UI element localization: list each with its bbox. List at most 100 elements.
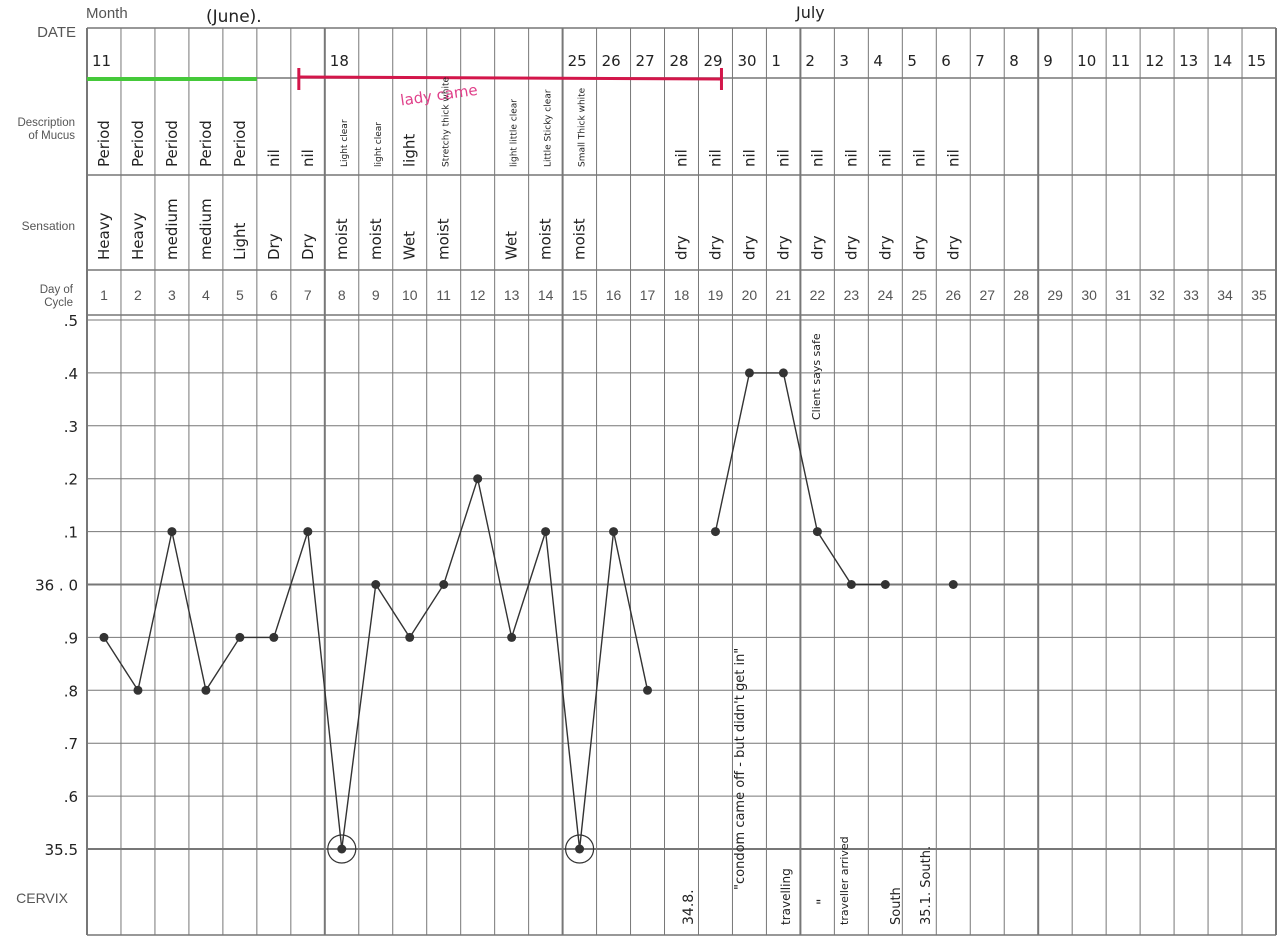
mucus-cell: nil	[265, 149, 283, 167]
cycle-day-cell: 22	[810, 287, 826, 303]
temperature-tick-label: .4	[64, 365, 78, 383]
mucus-cell: Small Thick white	[578, 87, 588, 167]
description-label-2: of Mucus	[28, 130, 75, 142]
mucus-cell: Period	[129, 120, 147, 167]
cycle-day-cell: 4	[202, 287, 210, 303]
cycle-day-cell: 15	[572, 287, 588, 303]
cycle-day-cell: 31	[1115, 287, 1131, 303]
sensation-cell: moist	[537, 218, 555, 260]
temperature-point	[507, 632, 517, 642]
row-labels: Month DATE Description of Mucus Sensatio…	[16, 5, 128, 906]
sensation-cell: Wet	[503, 231, 521, 260]
sensation-cell: dry	[944, 235, 962, 260]
sensation-label: Sensation	[22, 219, 75, 233]
temperature-point	[710, 527, 720, 537]
mucus-cell: Little Sticky clear	[544, 89, 554, 167]
sensation-cell: dry	[740, 235, 758, 260]
travelling-note: travelling	[779, 868, 793, 925]
cycle-day-cell: 32	[1149, 287, 1165, 303]
mucus-cell: nil	[808, 149, 826, 167]
day-of-cycle-label-1: Day of	[40, 284, 74, 296]
temperature-tick-label: 36 . 0	[35, 577, 78, 595]
cervix-note: 34.8.	[681, 889, 697, 925]
cycle-day-cell: 26	[945, 287, 961, 303]
date-cell: 10	[1077, 52, 1096, 70]
cycle-day-cell: 10	[402, 287, 418, 303]
temperature-point	[812, 527, 822, 537]
sensation-cell: Dry	[299, 233, 317, 260]
temperature-tick-label: .6	[64, 788, 78, 806]
date-cell: 30	[737, 52, 756, 70]
cycle-day-cell: 25	[912, 287, 928, 303]
sensation-cell: medium	[163, 198, 181, 260]
temperature-tick-label: 35.5	[45, 841, 78, 859]
cycle-day-cell: 17	[640, 287, 656, 303]
date-label: DATE	[37, 24, 76, 41]
cycle-day-cell: 3	[168, 287, 176, 303]
mucus-cell: nil	[842, 149, 860, 167]
mucus-cell: light little clear	[510, 99, 520, 167]
temperature-tick-label: .7	[64, 735, 78, 753]
date-cell: 5	[907, 52, 917, 70]
sensation-cell: dry	[842, 235, 860, 260]
temperature-point	[167, 527, 177, 537]
date-cell: 9	[1043, 52, 1053, 70]
mucus-cell: light clear	[374, 122, 384, 167]
cycle-day-cell: 29	[1047, 287, 1063, 303]
bleed-note: lady came	[399, 81, 479, 110]
temperature-point	[405, 632, 415, 642]
cycle-day-cell: 13	[504, 287, 520, 303]
mucus-cell: nil	[774, 149, 792, 167]
chart-grid	[86, 27, 1277, 936]
cycle-day-cell: 34	[1217, 287, 1233, 303]
sensation-cell: moist	[367, 218, 385, 260]
temperature-point	[778, 368, 788, 378]
cervix-row: 34.8. " traveller arrived South 35.1. So…	[681, 836, 934, 925]
day-of-cycle-row: 1 2 3 4 5 6 7 8 9 10 11 12 13 14 15 16 17 18 19 20 21 22 23 24 2…	[100, 287, 1267, 303]
date-cell: 3	[839, 52, 849, 70]
temperature-line	[714, 372, 886, 586]
sensation-cell: Wet	[401, 231, 419, 260]
temperature-point	[609, 527, 619, 537]
cycle-day-cell: 12	[470, 287, 486, 303]
temperature-point	[473, 474, 483, 484]
temperature-point	[643, 685, 653, 695]
cycle-day-cell: 19	[708, 287, 724, 303]
mucus-cell: nil	[876, 149, 894, 167]
cervix-note: "	[815, 899, 831, 905]
mucus-cell: nil	[944, 149, 962, 167]
sensation-cell: dry	[774, 235, 792, 260]
temperature-point	[948, 580, 958, 589]
sensation-cell: medium	[197, 198, 215, 260]
date-cell: 1	[771, 52, 781, 70]
month-july: July	[795, 3, 825, 22]
date-cell: 28	[670, 52, 689, 70]
client-note: Client says safe	[810, 333, 823, 420]
temperature-point	[99, 632, 109, 642]
date-cell: 29	[703, 52, 722, 70]
temperature-tick-label: .3	[64, 418, 78, 436]
cycle-day-cell: 23	[844, 287, 860, 303]
sensation-cell: moist	[571, 218, 589, 260]
mucus-cell: Period	[163, 120, 181, 167]
cycle-day-cell: 7	[304, 287, 312, 303]
temperature-tick-label: .8	[64, 682, 78, 700]
mucus-cell: Period	[95, 120, 113, 167]
temperature-point	[269, 632, 279, 642]
temperature-point	[201, 685, 211, 695]
month-label: Month	[86, 5, 128, 22]
date-cell: 26	[602, 52, 621, 70]
temperature-point	[235, 632, 245, 642]
sensation-cell: Light	[231, 222, 249, 260]
day-of-cycle-label-2: Cycle	[44, 297, 73, 309]
sensation-cell: Dry	[265, 233, 283, 260]
cervix-label: CERVIX	[16, 890, 69, 906]
temperature-tick-label: .2	[64, 471, 78, 489]
cycle-day-cell: 2	[134, 287, 142, 303]
date-cell: 12	[1145, 52, 1164, 70]
temperature-point	[744, 368, 754, 378]
condom-comment: "condom came off - but didn't get in"	[733, 648, 748, 890]
cervix-note: traveller arrived	[838, 836, 851, 925]
temperature-point	[303, 527, 313, 537]
date-cell: 2	[805, 52, 815, 70]
